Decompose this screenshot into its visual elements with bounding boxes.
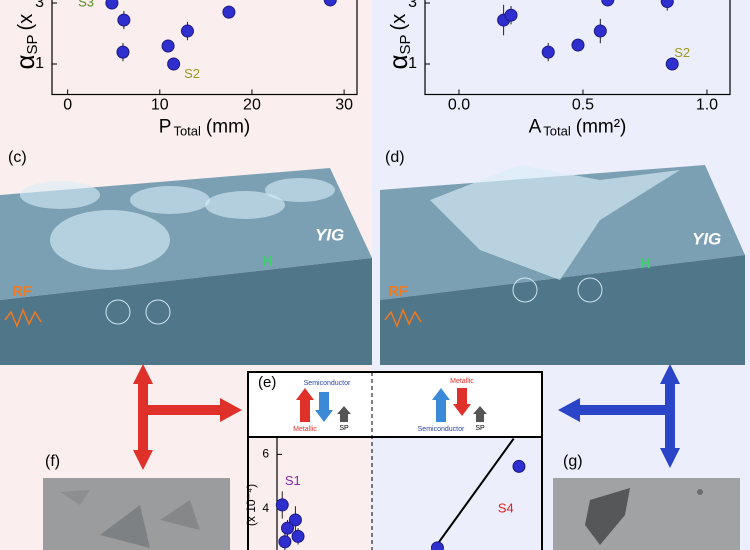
x-tick-label: 20 (243, 97, 261, 114)
y-label: αSP (x (10, 14, 41, 70)
legend-text: Metallic (450, 378, 474, 385)
x-label-sub: Total (543, 124, 571, 139)
panel-label: (d) (385, 149, 405, 166)
y-tick-label: 3 (35, 0, 44, 11)
y-label-unit: (x (388, 14, 410, 31)
data-point (116, 45, 130, 59)
data-point (161, 39, 175, 53)
x-tick-label: 0.0 (448, 97, 470, 114)
data-point (665, 57, 679, 71)
panel-e-right (372, 438, 541, 550)
panel-label: (e) (258, 374, 276, 391)
y-tick-label: 6 (262, 447, 269, 461)
red-arrow (133, 364, 242, 470)
legend-text: SP (475, 425, 485, 432)
legend-text: Semiconductor (304, 380, 351, 387)
annotation: S1 (285, 473, 301, 488)
data-point (288, 513, 302, 527)
material-label: YIG (692, 229, 721, 248)
plot-frame (51, 0, 358, 96)
data-point (430, 541, 444, 550)
legend-text: Semiconductor (418, 426, 465, 433)
data-point (504, 8, 518, 22)
y-label: αSP (x (383, 14, 414, 70)
data-point (512, 459, 526, 473)
panel-label: (f) (45, 453, 60, 470)
x-label-main: A (529, 117, 542, 138)
legend-text: SP (339, 425, 349, 432)
y-label-sub: SP (24, 34, 41, 54)
annotation: S3 (78, 0, 94, 9)
x-label: A Total (mm²) (529, 117, 627, 139)
micrograph-f (43, 478, 230, 550)
data-point (167, 57, 181, 71)
x-label-unit: (mm) (206, 117, 250, 138)
data-point (593, 24, 607, 38)
data-point (541, 45, 555, 59)
x-label-unit: (mm²) (576, 117, 627, 138)
y-label-unit: (x (15, 14, 37, 31)
plot-frame (424, 0, 731, 96)
y-label: (x 10⁻⁴) (244, 484, 258, 526)
panel-label: (c) (8, 149, 27, 166)
fit-line (433, 437, 515, 549)
y-tick-label: 1 (408, 55, 417, 72)
data-point (571, 38, 585, 52)
data-point (275, 498, 289, 512)
x-label-sub: Total (173, 124, 201, 139)
y-tick-label: 1 (35, 55, 44, 72)
y-tick-label: 4 (262, 501, 269, 515)
rf-label: RF (388, 283, 408, 300)
y-tick-label: 3 (408, 0, 417, 11)
micrograph-g (553, 478, 740, 550)
x-tick-label: 1.0 (696, 97, 718, 114)
data-point (323, 0, 337, 7)
panel-e-left (249, 438, 372, 550)
panel-label: (g) (563, 453, 583, 470)
y-label-main: α (10, 54, 40, 69)
annotation: S2 (184, 66, 200, 81)
x-tick-label: 10 (151, 97, 169, 114)
data-point (278, 535, 292, 549)
annotation: S4 (498, 500, 514, 515)
y-label-sub: SP (397, 34, 414, 54)
illustration-c (0, 168, 372, 365)
legend-icons (296, 388, 487, 422)
x-label-main: P (159, 117, 172, 138)
field-label: H (640, 255, 651, 272)
data-point (291, 529, 305, 543)
blue-arrow (558, 364, 680, 468)
rf-label: RF (12, 283, 32, 300)
data-point (222, 5, 236, 19)
x-tick-label: 30 (335, 97, 353, 114)
material-label: YIG (315, 225, 344, 244)
field-label: H (262, 253, 273, 270)
x-tick-label: 0.5 (572, 97, 594, 114)
annotation: S2 (674, 45, 690, 60)
y-label-main: α (383, 54, 413, 69)
data-point (180, 24, 194, 38)
illustration-d (380, 165, 745, 365)
data-point (105, 0, 119, 10)
data-point (281, 521, 295, 535)
x-label: P Total (mm) (159, 117, 250, 139)
data-point (601, 0, 615, 7)
data-point (117, 13, 131, 27)
data-point (660, 0, 674, 8)
x-tick-label: 0 (63, 97, 72, 114)
legend-text: Metallic (293, 426, 317, 433)
